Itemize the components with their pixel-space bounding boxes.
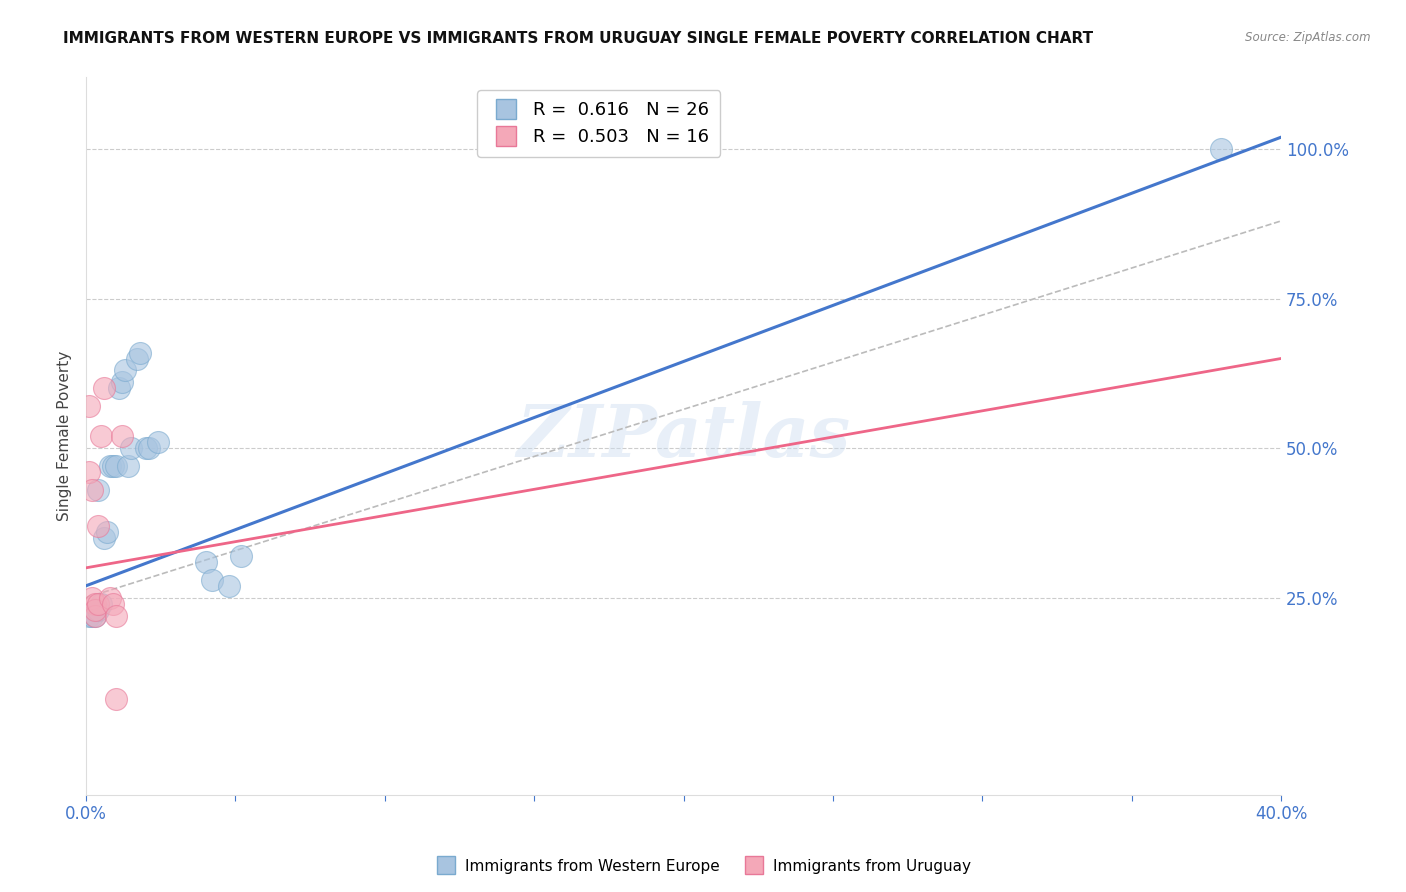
Point [104, 692, 127, 706]
Point [101, 459, 124, 474]
Point [84, 597, 107, 611]
Point [77, 465, 100, 479]
Point [108, 381, 131, 395]
Point [87, 602, 110, 616]
Point [87, 483, 110, 497]
Point [80, 483, 103, 497]
Point [80, 591, 103, 605]
Point [146, 435, 169, 450]
Y-axis label: Single Female Poverty: Single Female Poverty [58, 351, 72, 522]
Point [87, 519, 110, 533]
Point [231, 549, 253, 563]
Point [128, 345, 150, 359]
Point [101, 597, 124, 611]
Point [194, 555, 217, 569]
Point [96, 524, 118, 539]
Legend: Immigrants from Western Europe, Immigrants from Uruguay: Immigrants from Western Europe, Immigran… [429, 853, 977, 880]
Text: ZIPatlas: ZIPatlas [516, 401, 851, 472]
Point [200, 573, 222, 587]
Point [1211, 142, 1233, 156]
Point [98, 591, 121, 605]
Point [84, 608, 107, 623]
Point [111, 429, 134, 443]
Point [111, 376, 134, 390]
Point [84, 602, 107, 616]
Point [218, 579, 240, 593]
Point [104, 459, 127, 474]
Point [80, 608, 103, 623]
Point [90, 597, 112, 611]
Point [93, 531, 115, 545]
Point [114, 363, 136, 377]
Point [77, 608, 100, 623]
Point [125, 351, 148, 366]
Point [104, 608, 127, 623]
Point [90, 429, 112, 443]
Text: Source: ZipAtlas.com: Source: ZipAtlas.com [1246, 31, 1371, 45]
Point [93, 381, 115, 395]
Point [98, 459, 121, 474]
Text: IMMIGRANTS FROM WESTERN EUROPE VS IMMIGRANTS FROM URUGUAY SINGLE FEMALE POVERTY : IMMIGRANTS FROM WESTERN EUROPE VS IMMIGR… [63, 31, 1094, 46]
Point [77, 400, 100, 414]
Point [138, 441, 160, 455]
Legend: R =  0.616   N = 26, R =  0.503   N = 16: R = 0.616 N = 26, R = 0.503 N = 16 [478, 90, 720, 157]
Point [84, 608, 107, 623]
Point [87, 597, 110, 611]
Point [135, 441, 157, 455]
Point [117, 459, 139, 474]
Point [120, 441, 142, 455]
